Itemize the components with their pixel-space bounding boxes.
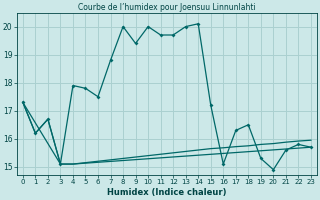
Title: Courbe de l’humidex pour Joensuu Linnunlahti: Courbe de l’humidex pour Joensuu Linnunl… bbox=[78, 3, 256, 12]
X-axis label: Humidex (Indice chaleur): Humidex (Indice chaleur) bbox=[107, 188, 227, 197]
